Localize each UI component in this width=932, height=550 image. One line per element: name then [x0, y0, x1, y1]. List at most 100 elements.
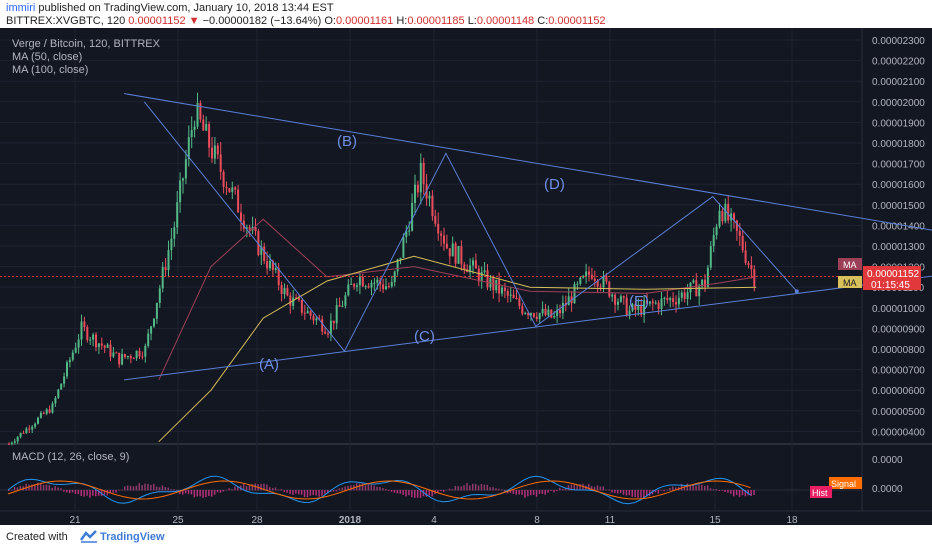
- macd-histogram-bar: [190, 490, 193, 495]
- candle-down: [211, 147, 213, 159]
- candle-up: [74, 347, 77, 353]
- macd-histogram-bar: [727, 490, 729, 493]
- macd-histogram-bar: [457, 486, 459, 491]
- macd-histogram-bar: [245, 485, 248, 491]
- candle-down: [382, 284, 385, 290]
- macd-histogram-bar: [208, 490, 210, 497]
- author-link[interactable]: immiri: [6, 2, 36, 14]
- macd-histogram-bar: [179, 490, 181, 495]
- macd-histogram-bar: [216, 490, 219, 493]
- candle-up: [196, 103, 199, 127]
- price-axis[interactable]: 0.00002300 0.00002200 0.00002100 0.00002000…: [872, 36, 925, 438]
- ma50-badge: [838, 258, 862, 270]
- chart-area[interactable]: 0.00002300 0.00002200 0.00002100 0.00002000…: [0, 28, 932, 526]
- macd-histogram-bar: [289, 490, 291, 495]
- macd-histogram-bar: [625, 490, 628, 496]
- macd-histogram-bar: [503, 490, 506, 492]
- macd-histogram-bar: [34, 484, 36, 491]
- macd-histogram-bar: [39, 483, 42, 491]
- candle-down: [753, 269, 756, 287]
- time-tick: 11: [605, 515, 616, 525]
- candle-up: [457, 246, 460, 264]
- candle-down: [651, 301, 654, 304]
- tradingview-brand[interactable]: TradingView: [100, 531, 165, 543]
- candle-down: [646, 300, 648, 304]
- ohlc-low-label: L:: [467, 15, 477, 27]
- candle-up: [193, 126, 196, 131]
- macd-histogram-bar: [205, 490, 207, 498]
- candle-up: [68, 359, 71, 363]
- ma100-badge: [838, 276, 862, 288]
- candle-down: [318, 318, 321, 320]
- macd-histogram-bar: [721, 490, 723, 491]
- macd-histogram-bar: [385, 489, 387, 491]
- candle-up: [648, 301, 651, 304]
- candle-up: [126, 356, 129, 358]
- candle-down: [22, 432, 25, 434]
- macd-histogram-bar: [524, 490, 526, 498]
- candle-up: [356, 285, 358, 287]
- candle-up: [390, 282, 393, 287]
- candle-up: [428, 195, 431, 199]
- time-axis[interactable]: 21 25 28 2018 4 8 11 15 18: [69, 515, 798, 526]
- candle-down: [353, 283, 356, 287]
- macd-histogram-bar: [730, 490, 732, 494]
- macd-histogram-bar: [60, 488, 62, 491]
- macd-histogram-bar: [141, 485, 143, 491]
- candle-down: [599, 286, 602, 288]
- candle-down: [115, 352, 118, 354]
- candle-down: [634, 304, 637, 310]
- macd-histogram-bar: [124, 486, 126, 491]
- candle-up: [147, 333, 150, 346]
- candle-down: [605, 276, 608, 282]
- candle-up: [10, 442, 13, 444]
- macd-histogram-bar: [45, 484, 48, 491]
- macd-tick-zero: 0.0000: [872, 484, 903, 495]
- macd-histogram-bar: [483, 484, 486, 491]
- chart-canvas[interactable]: 0.00002300 0.00002200 0.00002100 0.00002000…: [0, 28, 932, 526]
- ohlc-low: 0.00001148: [476, 15, 535, 27]
- candle-down: [280, 285, 283, 295]
- drawings[interactable]: [123, 93, 932, 381]
- candle-up: [89, 339, 92, 341]
- price-tick: 0.00002100: [872, 77, 925, 88]
- candle-up: [190, 130, 193, 138]
- candle-up: [16, 436, 19, 442]
- macd-histogram-bar: [753, 490, 755, 495]
- candle-up: [161, 267, 164, 289]
- candle-down: [437, 223, 440, 234]
- candle-down: [625, 297, 628, 316]
- macd-histogram-bar: [602, 486, 604, 491]
- macd-histogram-bar: [576, 484, 578, 491]
- macd-histogram-bar: [129, 485, 132, 491]
- macd-histogram-bar: [408, 490, 410, 496]
- candle-down: [295, 297, 298, 299]
- candle-down: [518, 298, 521, 307]
- macd-histogram-bar: [724, 490, 726, 492]
- time-tick: 8: [534, 515, 540, 525]
- macd-histogram-bar: [283, 490, 285, 492]
- candle-up: [283, 288, 286, 295]
- candle-up: [677, 297, 680, 305]
- candle-down: [443, 235, 445, 244]
- macd-histogram-bar: [396, 490, 399, 494]
- price-tick: 0.00001600: [872, 180, 925, 191]
- candle-up: [25, 428, 28, 434]
- signal-line: [7, 480, 751, 500]
- macd-histogram-bar: [251, 484, 254, 491]
- candle-down: [309, 311, 312, 316]
- created-with-text: Created with: [6, 531, 68, 543]
- macd-histogram-bar: [324, 490, 326, 494]
- candle-up: [692, 280, 695, 283]
- macd-histogram-bar: [213, 490, 216, 495]
- header-bar: immiri published on TradingView.com, Jan…: [0, 0, 932, 28]
- macd-histogram-bar: [480, 483, 483, 491]
- candle-down: [721, 210, 724, 222]
- candle-down: [544, 308, 547, 316]
- candle-down: [338, 304, 341, 307]
- candle-down: [266, 260, 269, 269]
- macd-histogram-bar: [306, 490, 309, 498]
- macd-histogram-bar: [31, 484, 33, 491]
- macd-histogram-bar: [585, 485, 587, 491]
- candle-down: [141, 356, 144, 358]
